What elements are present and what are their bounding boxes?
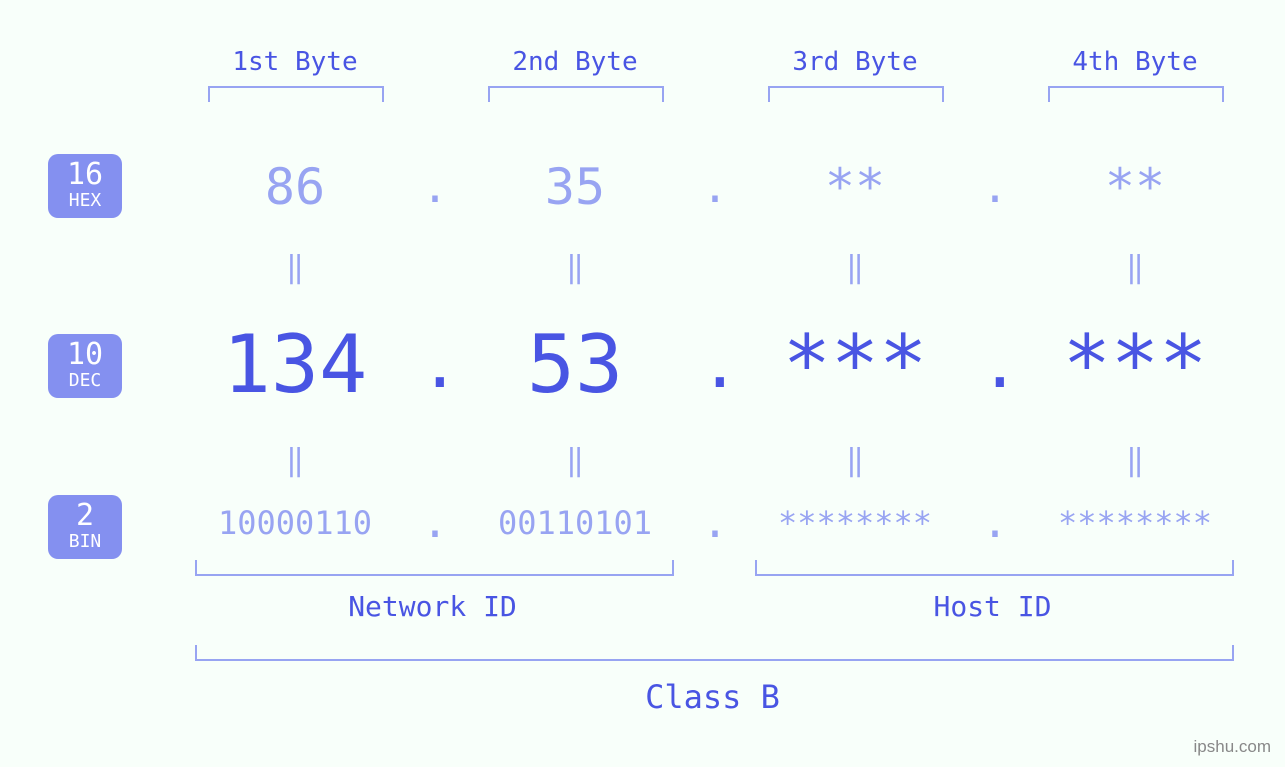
- dot: .: [980, 497, 1010, 548]
- watermark: ipshu.com: [1194, 737, 1271, 757]
- equals-icon: ‖: [1010, 443, 1260, 478]
- badge-dec-label: DEC: [48, 372, 122, 390]
- class-bracket: [195, 645, 1234, 661]
- byte-bracket-2: [488, 86, 664, 102]
- dot: .: [700, 497, 730, 548]
- dot: .: [420, 162, 450, 213]
- network-id-label: Network ID: [195, 590, 670, 623]
- dec-byte-2: 53: [450, 318, 700, 411]
- badge-bin-number: 2: [48, 501, 122, 531]
- class-label: Class B: [195, 678, 1230, 716]
- hex-byte-1: 86: [170, 158, 420, 216]
- badge-hex-number: 16: [48, 160, 122, 190]
- equals-icon: ‖: [730, 443, 980, 478]
- hex-row: 86 . 35 . ** . **: [170, 158, 1255, 216]
- equals-icon: ‖: [450, 443, 700, 478]
- dot: .: [980, 326, 1010, 403]
- dec-row: 134 . 53 . *** . ***: [170, 318, 1255, 411]
- byte-header-4: 4th Byte: [1035, 47, 1235, 77]
- dec-byte-4: ***: [1010, 318, 1260, 411]
- hex-byte-3: **: [730, 158, 980, 216]
- badge-bin-label: BIN: [48, 533, 122, 551]
- badge-hex: 16 HEX: [48, 154, 122, 218]
- equals-row-1: ‖ ‖ ‖ ‖: [170, 250, 1255, 285]
- byte-header-1: 1st Byte: [195, 47, 395, 77]
- equals-icon: ‖: [450, 250, 700, 285]
- dec-byte-3: ***: [730, 318, 980, 411]
- dot: .: [420, 326, 450, 403]
- bin-row: 10000110 . 00110101 . ******** . *******…: [170, 497, 1255, 548]
- bin-byte-4: ********: [1010, 504, 1260, 542]
- host-id-bracket: [755, 560, 1234, 576]
- byte-header-3: 3rd Byte: [755, 47, 955, 77]
- badge-dec: 10 DEC: [48, 334, 122, 398]
- byte-bracket-4: [1048, 86, 1224, 102]
- badge-dec-number: 10: [48, 340, 122, 370]
- hex-byte-2: 35: [450, 158, 700, 216]
- badge-hex-label: HEX: [48, 192, 122, 210]
- network-id-bracket: [195, 560, 674, 576]
- badge-bin: 2 BIN: [48, 495, 122, 559]
- hex-byte-4: **: [1010, 158, 1260, 216]
- host-id-label: Host ID: [755, 590, 1230, 623]
- bin-byte-2: 00110101: [450, 504, 700, 542]
- byte-header-2: 2nd Byte: [475, 47, 675, 77]
- dot: .: [980, 162, 1010, 213]
- dot: .: [700, 326, 730, 403]
- byte-bracket-3: [768, 86, 944, 102]
- bin-byte-1: 10000110: [170, 504, 420, 542]
- equals-icon: ‖: [170, 443, 420, 478]
- dot: .: [700, 162, 730, 213]
- dot: .: [420, 497, 450, 548]
- byte-bracket-1: [208, 86, 384, 102]
- equals-icon: ‖: [170, 250, 420, 285]
- equals-icon: ‖: [730, 250, 980, 285]
- dec-byte-1: 134: [170, 318, 420, 411]
- equals-icon: ‖: [1010, 250, 1260, 285]
- equals-row-2: ‖ ‖ ‖ ‖: [170, 443, 1255, 478]
- bin-byte-3: ********: [730, 504, 980, 542]
